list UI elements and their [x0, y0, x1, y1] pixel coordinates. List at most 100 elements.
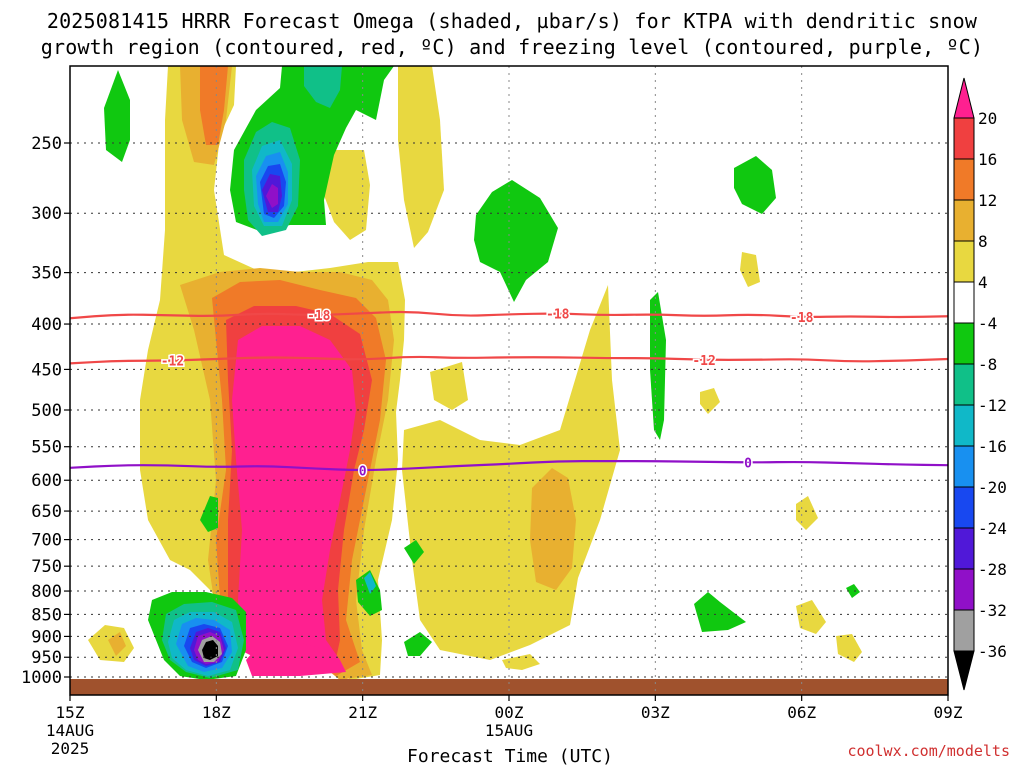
colorbar: 20 16 12 8 4 -4 -8 -12 -16 -20 -24 -28 -32 -36	[953, 77, 1007, 691]
colorbar-label: 12	[978, 191, 997, 210]
omega-region-plus4-g	[796, 496, 818, 530]
colorbar-label: -24	[978, 519, 1007, 538]
colorbar-label: -36	[978, 642, 1007, 661]
colorbar-swatch	[953, 240, 975, 283]
x-tick-label: 03Z	[641, 703, 670, 722]
contour-label: -18	[790, 311, 814, 326]
omega-region-minus12-top	[304, 66, 342, 108]
x-axis-title: Forecast Time (UTC)	[407, 746, 613, 767]
y-tick-label: 550	[31, 438, 62, 458]
omega-region-plus20-main	[232, 326, 356, 672]
omega-region-plus4-a	[430, 362, 468, 410]
omega-region-plus4-upper	[398, 66, 444, 248]
y-tick-label: 400	[31, 315, 62, 335]
omega-region-black-core	[202, 640, 218, 660]
y-tick-label: 800	[31, 582, 62, 602]
contour-lines	[70, 310, 948, 472]
x-tick-label: 00Z	[495, 703, 524, 722]
omega-region-plus4-f	[700, 388, 720, 414]
y-tick-label: 450	[31, 360, 62, 380]
omega-region-plus4-c	[502, 654, 540, 670]
omega-region-minus8-a	[104, 70, 130, 162]
contour-label: -12	[161, 355, 184, 370]
y-tick-label: 700	[31, 531, 62, 551]
y-tick-label: 850	[31, 605, 62, 625]
omega-region-minus8-e	[650, 292, 666, 440]
omega-region-minus32-upper	[266, 184, 278, 208]
y-tick-label: 1000	[21, 668, 62, 688]
omega-region-plus20-low	[246, 640, 346, 676]
chart-title: 2025081415 HRRR Forecast Omega (shaded, …	[0, 8, 1024, 60]
omega-shading	[70, 66, 948, 695]
colorbar-label: -28	[978, 560, 1007, 579]
colorbar-swatch	[953, 322, 975, 365]
colorbar-bottom-arrow	[953, 650, 975, 691]
x-tick-label: 15Z	[56, 703, 85, 722]
y-tick-label: 750	[31, 557, 62, 577]
contour-label: 0	[744, 456, 752, 471]
chart-title-line-2: growth region (contoured, red, ºC) and f…	[40, 35, 984, 59]
x-tick-label: 06Z	[787, 703, 816, 722]
y-tick-label: 300	[31, 204, 62, 224]
colorbar-top-arrow	[953, 77, 975, 119]
contour-line-0	[70, 460, 948, 472]
y-tick-label: 250	[31, 134, 62, 154]
omega-region-minus8-j	[694, 592, 746, 632]
contour-line--12	[70, 355, 948, 365]
colorbar-label: -16	[978, 437, 1007, 456]
colorbar-swatch	[953, 445, 975, 488]
omega-region-minus8-k	[846, 584, 860, 598]
colorbar-label: -20	[978, 478, 1007, 497]
y-tick-label: 500	[31, 401, 62, 421]
x-tick-label: 21Z	[348, 703, 377, 722]
x-tick-date-label: 14AUG	[46, 721, 94, 740]
colorbar-swatch	[953, 363, 975, 406]
x-tick-year-label: 2025	[51, 739, 90, 758]
ground-surface	[70, 679, 948, 695]
credit-link[interactable]: coolwx.com/modelts	[847, 742, 1010, 760]
omega-region-plus4-e	[740, 252, 760, 287]
omega-region-minus8-f	[200, 496, 218, 532]
colorbar-label: 8	[978, 232, 988, 251]
colorbar-swatch	[953, 404, 975, 447]
y-tick-label: 350	[31, 264, 62, 284]
omega-region-minus16-small	[364, 572, 376, 594]
colorbar-label: -12	[978, 396, 1007, 415]
colorbar-swatch	[953, 281, 975, 324]
contour-label: -12	[692, 354, 715, 369]
omega-region-plus8-late	[530, 468, 576, 590]
colorbar-label: 16	[978, 150, 997, 169]
omega-region-plus4-h	[796, 600, 826, 634]
omega-region-plus8-small	[108, 632, 126, 656]
colorbar-swatch	[953, 486, 975, 529]
omega-region-plus4-b	[402, 285, 620, 660]
y-tick-label: 650	[31, 502, 62, 522]
colorbar-swatch	[953, 568, 975, 611]
colorbar-label: -32	[978, 601, 1007, 620]
omega-region-minus8-h	[404, 632, 432, 656]
omega-region-plus12-upper	[200, 66, 228, 145]
omega-region-minus8-d	[734, 156, 776, 214]
omega-region-minus8-g	[356, 570, 382, 616]
colorbar-swatch	[953, 199, 975, 242]
colorbar-label: 20	[978, 109, 997, 128]
contour-label: -18	[307, 309, 331, 324]
colorbar-swatch	[953, 609, 975, 652]
y-tick-label: 950	[31, 648, 62, 668]
colorbar-label: -4	[978, 314, 997, 333]
colorbar-swatch	[953, 527, 975, 570]
y-tick-label: 900	[31, 627, 62, 647]
x-tick-label: 09Z	[934, 703, 963, 722]
colorbar-label: 4	[978, 273, 988, 292]
contour-label: -18	[546, 307, 570, 322]
x-tick-date-label: 15AUG	[485, 721, 533, 740]
y-axis: 2503003504004505005506006507007508008509…	[21, 134, 70, 688]
colorbar-swatch	[953, 158, 975, 201]
colorbar-swatch	[953, 117, 975, 160]
chart-title-line-1: 2025081415 HRRR Forecast Omega (shaded, …	[46, 9, 978, 33]
x-tick-label: 18Z	[202, 703, 231, 722]
y-tick-label: 600	[31, 471, 62, 491]
omega-region-minus8-c	[474, 180, 558, 302]
